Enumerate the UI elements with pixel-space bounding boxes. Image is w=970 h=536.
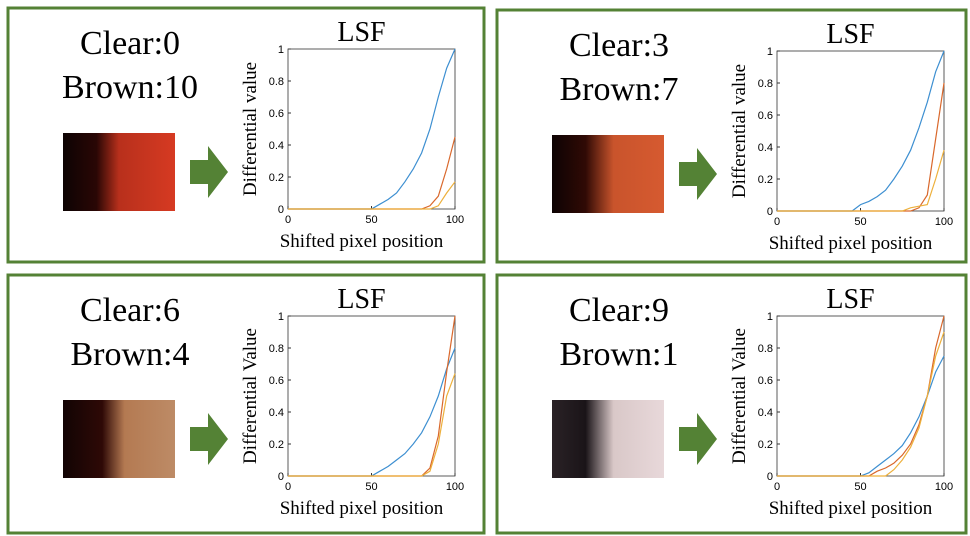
y-tick-label: 0.4 — [269, 140, 284, 152]
panel: Clear:3 Brown:7 0 0.2 0.4 0.6 0.8 1 0 50 100 LSF Shi… — [497, 10, 966, 262]
chart-title: LSF — [337, 17, 385, 48]
sample-image — [552, 135, 664, 213]
x-tick-label: 100 — [935, 216, 953, 228]
y-tick-label: 0.2 — [269, 172, 284, 184]
y-axis-label: Differential Value — [729, 328, 750, 464]
x-tick-label: 50 — [854, 216, 866, 228]
y-tick-label: 0.8 — [269, 76, 284, 88]
y-tick-label: 1 — [278, 311, 284, 323]
x-axis-label: Shifted pixel position — [280, 231, 444, 252]
y-tick-label: 0.2 — [758, 439, 773, 451]
sample-image — [63, 400, 175, 478]
x-axis-label: Shifted pixel position — [769, 498, 933, 519]
x-tick-label: 50 — [854, 481, 866, 493]
x-tick-label: 0 — [285, 481, 291, 493]
y-tick-label: 0.2 — [758, 174, 773, 186]
y-tick-label: 0.6 — [758, 110, 773, 122]
condition-label: Brown:1 — [560, 336, 679, 373]
x-tick-label: 0 — [285, 214, 291, 226]
y-tick-label: 0 — [278, 471, 284, 483]
y-tick-label: 0.6 — [269, 375, 284, 387]
y-tick-label: 0.6 — [758, 375, 773, 387]
x-axis-label: Shifted pixel position — [769, 233, 933, 254]
plot-area — [777, 51, 944, 211]
y-axis-label: Differential value — [240, 62, 261, 196]
sample-image — [552, 400, 664, 478]
y-tick-label: 0.8 — [758, 343, 773, 355]
chart-title: LSF — [826, 284, 874, 315]
x-tick-label: 0 — [774, 481, 780, 493]
y-tick-label: 0.4 — [758, 407, 773, 419]
panel: Clear:6 Brown:4 0 0.2 0.4 0.6 0.8 1 0 50 100 LSF Shi… — [8, 275, 484, 533]
y-tick-label: 0 — [278, 204, 284, 216]
y-tick-label: 1 — [767, 311, 773, 323]
y-tick-label: 0.4 — [758, 142, 773, 154]
sample-image — [63, 133, 175, 211]
y-tick-label: 1 — [278, 44, 284, 56]
y-tick-label: 0 — [767, 471, 773, 483]
condition-label: Brown:4 — [71, 336, 190, 373]
y-axis-label: Differential value — [729, 64, 750, 198]
figure: Clear:0Brown:1000.20.40.60.81050100LSFSh… — [0, 0, 970, 536]
plot-area — [777, 316, 944, 476]
x-tick-label: 100 — [446, 481, 464, 493]
y-tick-label: 0.8 — [758, 78, 773, 90]
chart-title: LSF — [337, 284, 385, 315]
x-tick-label: 100 — [935, 481, 953, 493]
x-tick-label: 100 — [446, 214, 464, 226]
y-tick-label: 0.6 — [269, 108, 284, 120]
y-axis-label: Differential Value — [240, 328, 261, 464]
condition-label: Brown:10 — [62, 69, 198, 106]
y-tick-label: 1 — [767, 46, 773, 58]
arrow — [679, 148, 717, 200]
arrow — [190, 413, 228, 465]
condition-label: Clear:6 — [80, 292, 180, 329]
x-tick-label: 50 — [365, 214, 377, 226]
y-tick-label: 0.4 — [269, 407, 284, 419]
arrow — [679, 413, 717, 465]
condition-label: Clear:9 — [569, 292, 669, 329]
x-axis-label: Shifted pixel position — [280, 498, 444, 519]
x-tick-label: 50 — [365, 481, 377, 493]
chart-title: LSF — [826, 19, 874, 50]
panel: Clear:9 Brown:1 0 0.2 0.4 0.6 0.8 1 0 50 100 LSF Shi… — [497, 275, 966, 533]
y-tick-label: 0 — [767, 206, 773, 218]
x-tick-label: 0 — [774, 216, 780, 228]
page: Clear:0Brown:1000.20.40.60.81050100LSFSh… — [0, 0, 970, 536]
y-tick-label: 0.8 — [269, 343, 284, 355]
y-tick-label: 0.2 — [269, 439, 284, 451]
panel: Clear:0 Brown:10 0 0.2 0.4 0.6 0.8 1 0 50 100 LSF Sh… — [8, 8, 484, 262]
condition-label: Brown:7 — [560, 71, 679, 108]
condition-label: Clear:3 — [569, 27, 669, 64]
condition-label: Clear:0 — [80, 25, 180, 62]
arrow — [190, 146, 228, 198]
plot-area — [288, 316, 455, 476]
